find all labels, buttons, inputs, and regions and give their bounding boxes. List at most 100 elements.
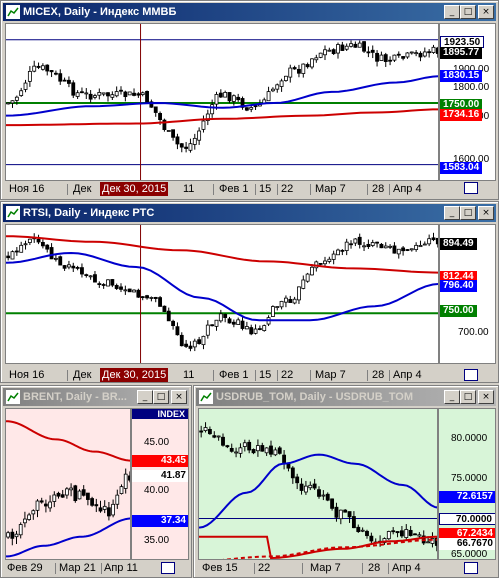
micex-plot-area[interactable] [5, 23, 439, 181]
candle [221, 436, 225, 446]
maximize-button[interactable]: □ [460, 390, 476, 404]
brent-plot-area[interactable] [5, 408, 131, 560]
candle [301, 63, 306, 74]
candle [305, 64, 310, 68]
maximize-button[interactable]: □ [153, 390, 169, 404]
candle [321, 494, 326, 497]
candle [253, 328, 258, 334]
candle [93, 95, 97, 98]
moving-average-line [6, 517, 130, 558]
usdrub-plot-area[interactable] [198, 408, 438, 560]
candle [240, 320, 245, 329]
candle [395, 531, 400, 534]
candle [23, 243, 28, 246]
candle [162, 305, 167, 312]
candle [101, 92, 106, 95]
candle [327, 49, 332, 52]
axis-label: 1600.00 [453, 154, 490, 165]
scroll-to-end-button[interactable] [464, 562, 478, 574]
candle [101, 284, 106, 286]
candle [45, 64, 50, 72]
candle [290, 467, 295, 479]
candle [36, 238, 41, 243]
candle [102, 505, 107, 510]
scroll-to-end-button[interactable] [464, 369, 478, 381]
usdrub-chart-window[interactable]: USDRUB_TOM, Daily - USDRUB_TOM _ □ × 80.… [193, 385, 499, 578]
candle [110, 94, 115, 98]
candle [223, 314, 228, 318]
candle [53, 72, 58, 75]
micex-titlebar[interactable]: MICEX, Daily - Индекс ММВБ _ □ × [3, 3, 496, 21]
maximize-button[interactable]: □ [460, 5, 476, 19]
micex-candles [6, 24, 438, 180]
candle [40, 65, 45, 70]
usdrub-titlebar[interactable]: USDRUB_TOM, Daily - USDRUB_TOM _ □ × [196, 388, 496, 406]
rtsi-titlebar[interactable]: RTSI, Daily - Индекс РТС _ □ × [3, 204, 496, 222]
candle [23, 518, 27, 524]
candle [405, 52, 410, 58]
cursor-time-label: Дек 30, 2015 [100, 368, 169, 382]
close-button[interactable]: × [478, 390, 494, 404]
brent-chart-window[interactable]: BRENT, Daily - BR... _ □ × INDEX 45.00 4… [0, 385, 192, 578]
maximize-button[interactable]: □ [460, 206, 476, 220]
moving-average-line [6, 108, 438, 127]
candle [149, 297, 154, 299]
time-label: 15 [259, 369, 272, 381]
axis-label: 80.0000 [451, 433, 488, 444]
brent-titlebar[interactable]: BRENT, Daily - BR... _ □ × [3, 388, 189, 406]
rtsi-chart-window[interactable]: RTSI, Daily - Индекс РТС _ □ × 894.49 81… [0, 201, 499, 383]
candle [27, 238, 32, 243]
minimize-button[interactable]: _ [444, 390, 460, 404]
candle [67, 264, 71, 268]
close-button[interactable]: × [478, 5, 494, 19]
candle [49, 247, 54, 260]
candle [175, 326, 180, 336]
price-tag-last: 1895.77 [440, 47, 483, 59]
candle [405, 249, 410, 251]
candle [52, 494, 57, 502]
scroll-to-end-button[interactable] [161, 562, 175, 574]
candle [362, 41, 366, 52]
candle [18, 524, 23, 536]
time-label: Дек [73, 183, 92, 195]
micex-chart-window[interactable]: MICEX, Daily - Индекс ММВБ _ □ × 1900.00… [0, 0, 499, 200]
moving-average-line [6, 251, 438, 322]
candle [179, 143, 184, 148]
minimize-button[interactable]: _ [137, 390, 153, 404]
candle [435, 237, 438, 245]
time-label: 11 [183, 183, 195, 195]
candle [282, 454, 287, 464]
moving-average-line [199, 535, 437, 559]
candle [218, 313, 223, 322]
time-label: Фев 29 [7, 562, 43, 574]
close-button[interactable]: × [171, 390, 187, 404]
price-tag-last: 894.49 [440, 238, 477, 250]
time-label: Ноя 16 [9, 369, 45, 381]
scroll-to-end-button[interactable] [464, 182, 478, 194]
candle [27, 514, 31, 520]
candle [119, 89, 123, 92]
candle [383, 245, 388, 249]
candle [375, 52, 379, 62]
candle [80, 267, 84, 275]
candle [317, 489, 321, 497]
close-button[interactable]: × [478, 206, 494, 220]
candle [212, 435, 217, 438]
candle [86, 492, 90, 500]
time-label: Дек [73, 369, 92, 381]
candle [362, 245, 366, 248]
candle [370, 242, 375, 246]
candle [351, 516, 356, 529]
candle [153, 106, 158, 113]
candle [90, 498, 94, 506]
time-label: 28 [372, 369, 385, 381]
candle [236, 96, 241, 101]
candle [392, 245, 397, 254]
rtsi-time-axis: Ноя 16 Дек Дек 30, 2015 11 Фев 1 15 22 М… [5, 368, 439, 382]
minimize-button[interactable]: _ [444, 5, 460, 19]
candle [360, 529, 365, 532]
rtsi-title: RTSI, Daily - Индекс РТС [23, 207, 155, 219]
rtsi-plot-area[interactable] [5, 224, 439, 364]
minimize-button[interactable]: _ [444, 206, 460, 220]
candle [114, 285, 119, 289]
